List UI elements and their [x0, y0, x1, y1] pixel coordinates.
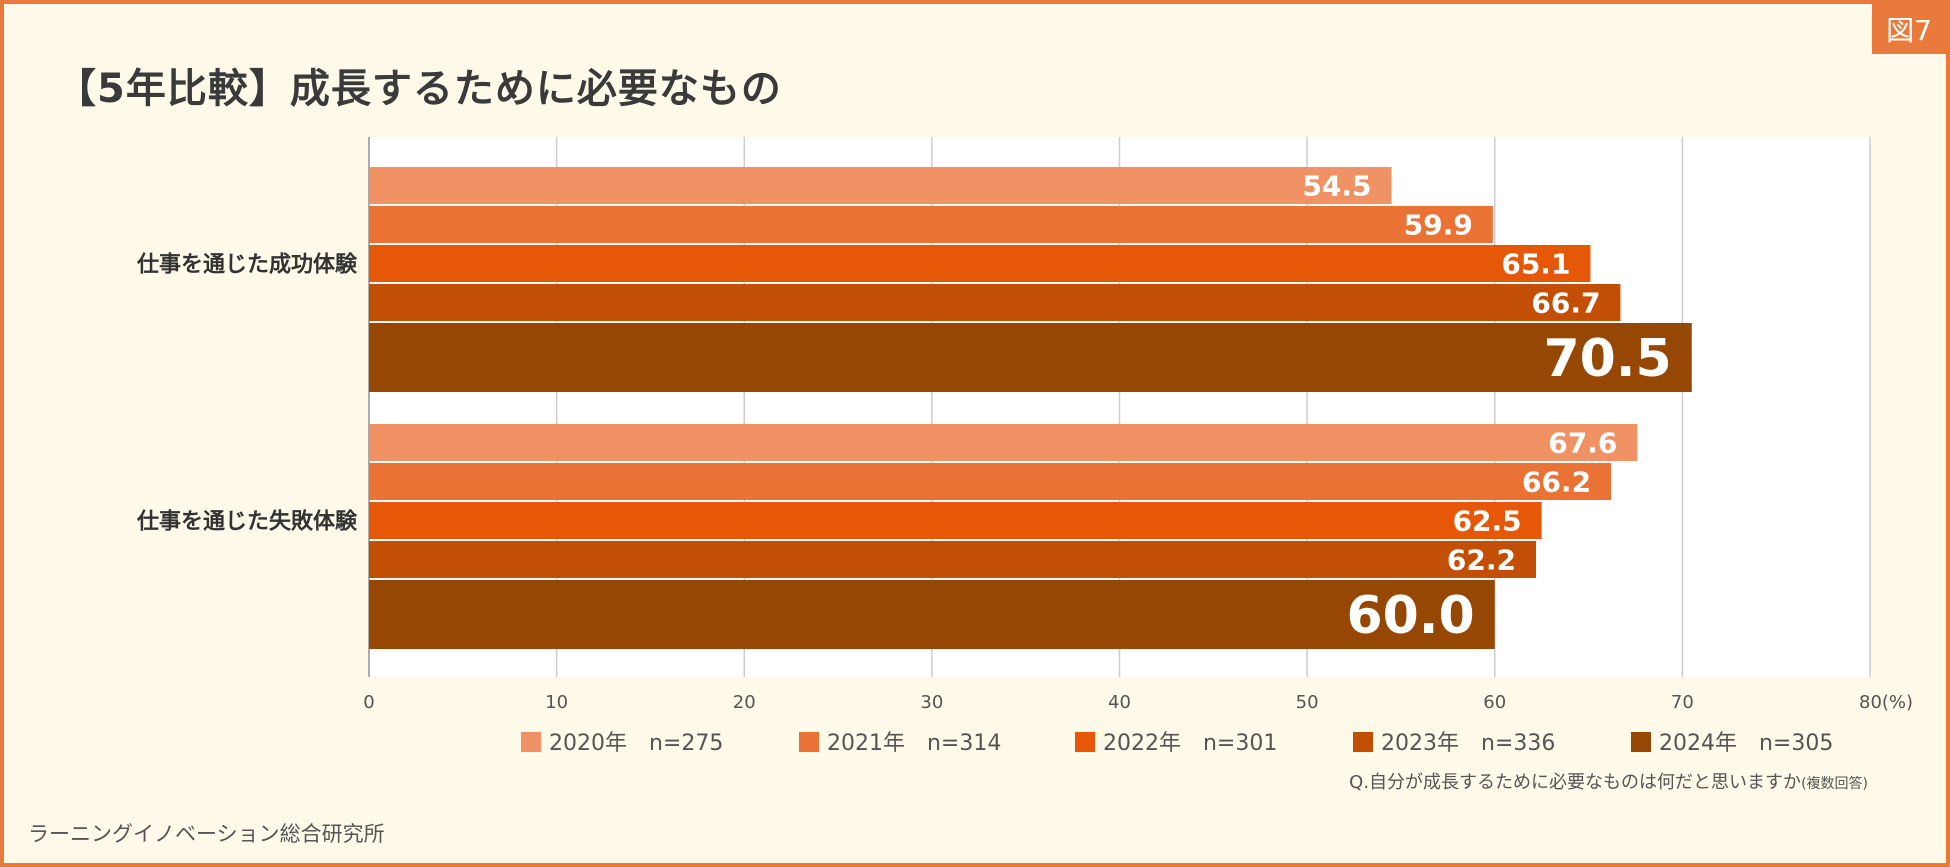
bar-value-label: 62.5: [1453, 505, 1522, 538]
legend-label: 2023年 n=336: [1381, 731, 1555, 756]
legend: 2020年 n=275 2021年 n=314 2022年 n=301 2023年 n…: [521, 731, 1833, 756]
legend-swatch: [1631, 732, 1651, 752]
legend-item: 2024年 n=305: [1631, 731, 1833, 756]
bar-value-label: 70.5: [1543, 329, 1671, 389]
bars: 54.5 59.9 65.1 66.7 70.5 67.6 66.262.5 62.2 60.0: [369, 167, 1692, 649]
legend-label: 2024年 n=305: [1659, 731, 1833, 756]
x-tick-label: 20: [733, 692, 756, 713]
question-text: Q.自分が成長するために必要なものは何だと思いますか(複数回答): [1349, 772, 1868, 793]
bar-value-label: 66.7: [1531, 287, 1600, 320]
category-label: 仕事を通じた失敗体験: [136, 509, 358, 535]
x-tick-label: 10: [545, 692, 568, 713]
bar: [369, 541, 1537, 578]
legend-item: 2022年 n=301: [1075, 731, 1277, 756]
bar-value-label: 62.2: [1447, 544, 1516, 577]
bar: [369, 206, 1493, 243]
chart-title: 【5年比較】成長するために必要なもの: [56, 66, 782, 112]
x-tick-label: 60: [1483, 692, 1506, 713]
bar: [369, 284, 1621, 321]
x-tick-label: 40: [1108, 692, 1131, 713]
legend-label: 2021年 n=314: [827, 731, 1001, 756]
source-credit: ラーニングイノベーション総合研究所: [28, 822, 385, 846]
x-axis-ticks: 0 10 20 30 40 50 60 70 80(%): [363, 692, 1913, 713]
x-tick-label: 50: [1296, 692, 1319, 713]
x-tick-label: 30: [920, 692, 943, 713]
bar: [369, 424, 1638, 461]
bar-value-label: 67.6: [1548, 427, 1617, 460]
bar: [369, 323, 1692, 392]
category-label: 仕事を通じた成功体験: [136, 252, 358, 278]
bar-value-label: 54.5: [1302, 170, 1371, 203]
legend-swatch: [1075, 732, 1095, 752]
x-tick-label: 0: [363, 692, 374, 713]
bar: [369, 245, 1591, 282]
legend-swatch: [1353, 732, 1373, 752]
legend-swatch: [521, 732, 541, 752]
bar: [369, 580, 1495, 649]
x-tick-label: 80(%): [1859, 692, 1913, 713]
bar: [369, 167, 1392, 204]
bar-value-label: 59.9: [1404, 209, 1473, 242]
bar: [369, 502, 1542, 539]
legend-label: 2020年 n=275: [549, 731, 723, 756]
legend-item: 2021年 n=314: [799, 731, 1001, 756]
bar-value-label: 60.0: [1346, 586, 1474, 646]
figure-number-badge: 図7: [1872, 4, 1946, 54]
legend-label: 2022年 n=301: [1103, 731, 1277, 756]
x-tick-label: 70: [1671, 692, 1694, 713]
legend-swatch: [799, 732, 819, 752]
legend-item: 2020年 n=275: [521, 731, 723, 756]
legend-item: 2023年 n=336: [1353, 731, 1555, 756]
bar-value-label: 66.2: [1522, 466, 1591, 499]
bar: [369, 463, 1612, 500]
bar-value-label: 65.1: [1501, 248, 1570, 281]
